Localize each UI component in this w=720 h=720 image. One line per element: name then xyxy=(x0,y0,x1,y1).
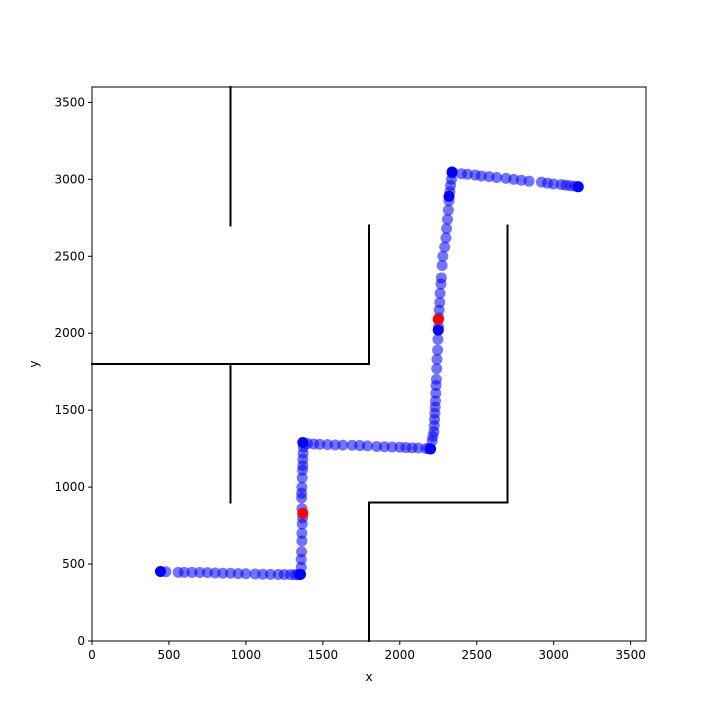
trajectory-point-0-40 xyxy=(321,439,333,451)
trajectory-point-0-11 xyxy=(249,568,261,580)
x-axis-ticks: 0 500 1000 1500 2000 2500 3000 3500 xyxy=(88,641,646,662)
trajectory-point-0-46 xyxy=(371,440,383,452)
trajectory-point-0-83 xyxy=(442,204,454,216)
y-tick-label-1500: 1500 xyxy=(54,403,85,417)
x-tick-label-0: 0 xyxy=(88,648,96,662)
trajectory-point-0-66 xyxy=(431,363,443,375)
y-tick-label-2500: 2500 xyxy=(54,249,85,263)
trajectory-point-1-4 xyxy=(432,324,444,336)
trajectory-point-2-1 xyxy=(432,313,444,325)
x-tick-label-1000: 1000 xyxy=(231,648,262,662)
trajectory-point-1-1 xyxy=(295,568,307,580)
trajectory-point-0-5 xyxy=(201,567,213,579)
trajectory-point-0-63 xyxy=(430,387,442,399)
trajectory-point-0-47 xyxy=(378,441,390,453)
trajectory-point-0-42 xyxy=(337,439,349,451)
y-tick-label-0: 0 xyxy=(77,634,85,648)
x-tick-label-3500: 3500 xyxy=(615,648,646,662)
trajectory-point-1-7 xyxy=(572,181,584,193)
trajectory-point-1-2 xyxy=(297,436,309,448)
trajectory-points xyxy=(154,166,584,581)
trajectory-point-0-24 xyxy=(296,527,308,539)
trajectory-point-2-0 xyxy=(297,507,309,519)
trajectory-point-0-79 xyxy=(439,241,451,253)
trajectory-point-0-10 xyxy=(240,568,252,580)
trajectory-point-0-21 xyxy=(295,553,307,565)
trajectory-point-0-68 xyxy=(432,344,444,356)
trajectory-point-0-69 xyxy=(432,333,444,345)
y-tick-label-3500: 3500 xyxy=(54,95,85,109)
trajectory-point-1-5 xyxy=(443,190,455,202)
trajectory-point-0-74 xyxy=(434,287,446,299)
trajectory-point-0-48 xyxy=(386,441,398,453)
trajectory-point-0-8 xyxy=(225,567,236,579)
trajectory-point-0-43 xyxy=(346,439,358,451)
trajectory-point-0-45 xyxy=(361,440,373,452)
trajectory-point-0-81 xyxy=(441,223,453,235)
trajectory-point-0-6 xyxy=(209,567,221,579)
trajectory-point-1-0 xyxy=(154,565,166,577)
trajectory-point-0-30 xyxy=(296,481,308,493)
x-tick-label-3000: 3000 xyxy=(538,648,569,662)
trajectory-point-0-41 xyxy=(329,439,341,451)
trajectory-point-0-62 xyxy=(429,395,441,407)
x-tick-label-500: 500 xyxy=(157,648,180,662)
trajectory-point-0-7 xyxy=(217,567,229,579)
plot-frame xyxy=(91,86,647,642)
trajectory-point-0-9 xyxy=(232,568,244,580)
trajectory-point-0-78 xyxy=(437,250,449,262)
x-tick-label-2500: 2500 xyxy=(461,648,492,662)
trajectory-point-0-76 xyxy=(435,272,447,284)
x-tick-label-2000: 2000 xyxy=(385,648,416,662)
y-axis-label: y xyxy=(27,360,41,367)
trajectory-point-0-44 xyxy=(354,440,366,452)
trajectory-point-0-67 xyxy=(431,353,443,365)
x-axis-label: x xyxy=(365,670,372,684)
trajectory-point-0-39 xyxy=(314,438,326,450)
trajectory-point-1-3 xyxy=(425,443,437,455)
trajectory-point-0-94 xyxy=(491,171,503,183)
trajectory-point-0-82 xyxy=(441,213,453,225)
maze-walls xyxy=(91,86,509,642)
trajectory-point-0-4 xyxy=(194,567,206,579)
trajectory-point-0-73 xyxy=(434,296,446,308)
x-tick-label-1500: 1500 xyxy=(308,648,339,662)
trajectory-point-0-65 xyxy=(430,373,442,385)
trajectory-point-0-3 xyxy=(186,566,198,578)
trajectory-point-0-98 xyxy=(523,175,535,187)
y-tick-label-3000: 3000 xyxy=(54,172,85,186)
y-tick-label-1000: 1000 xyxy=(54,480,85,494)
y-tick-label-500: 500 xyxy=(62,557,85,571)
trajectory-point-0-12 xyxy=(257,568,269,580)
trajectory-point-0-80 xyxy=(440,232,452,244)
trajectory-point-1-6 xyxy=(446,166,458,178)
trajectory-point-0-22 xyxy=(296,546,308,558)
y-tick-label-2000: 2000 xyxy=(54,326,85,340)
trajectory-point-0-2 xyxy=(178,566,190,578)
trajectory-point-0-31 xyxy=(296,472,308,484)
y-axis-ticks: 0 500 1000 1500 2000 2500 3000 3500 xyxy=(54,95,92,648)
trajectory-point-0-77 xyxy=(436,260,448,272)
trajectory-point-0-13 xyxy=(265,568,277,580)
trajectory-point-0-23 xyxy=(296,535,308,547)
